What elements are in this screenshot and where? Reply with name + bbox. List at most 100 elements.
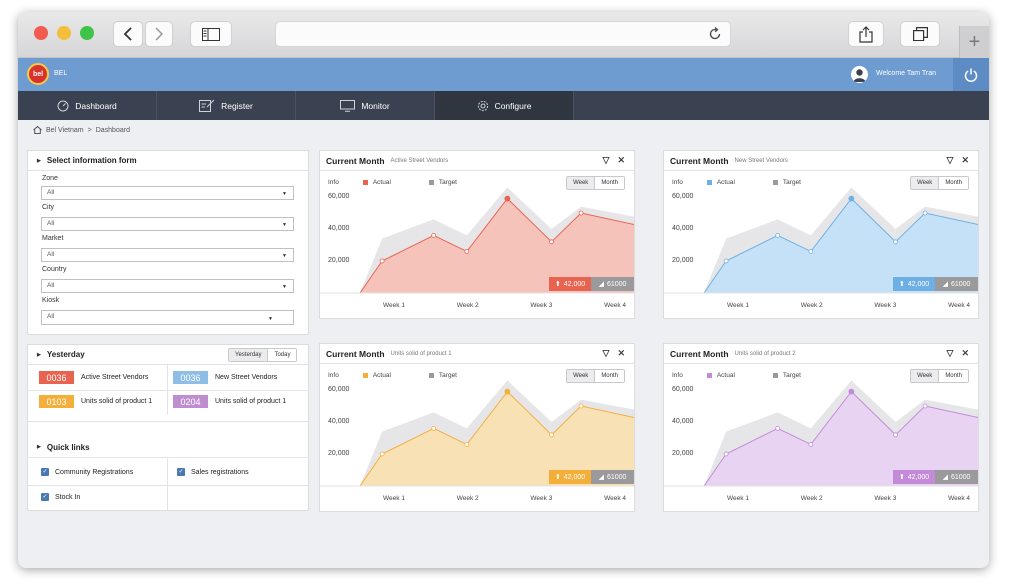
x-tick-label: Week 3 xyxy=(530,302,553,309)
month-toggle-button[interactable]: Month xyxy=(595,177,624,189)
actual-swatch xyxy=(362,373,368,378)
actual-line xyxy=(703,390,978,487)
forward-button[interactable] xyxy=(145,21,173,47)
target-stat-value: 61000 xyxy=(606,280,627,288)
minimize-window-button[interactable] xyxy=(57,26,71,40)
back-button[interactable] xyxy=(113,21,143,47)
x-tick-label: Week 4 xyxy=(604,495,626,502)
actual-swatch xyxy=(706,180,712,185)
filter-icon[interactable]: ▽ xyxy=(946,348,954,358)
data-point[interactable] xyxy=(504,195,511,202)
nav-configure[interactable]: Configure xyxy=(435,91,574,120)
data-point[interactable] xyxy=(808,249,814,254)
month-toggle-button[interactable]: Month xyxy=(939,177,968,189)
chart-title: Current Month xyxy=(670,348,729,359)
data-point[interactable] xyxy=(549,239,554,245)
close-icon[interactable]: ✕ xyxy=(617,348,625,358)
data-point[interactable] xyxy=(848,388,855,395)
data-point[interactable] xyxy=(578,403,584,409)
city-select[interactable]: All ▼ xyxy=(41,217,294,231)
address-bar[interactable] xyxy=(275,21,731,47)
market-select[interactable]: All ▼ xyxy=(41,248,294,262)
data-point[interactable] xyxy=(848,195,855,202)
nav-register[interactable]: Register xyxy=(157,91,296,120)
yesterday-toggle-button[interactable]: Yesterday xyxy=(229,349,269,361)
zone-value: All xyxy=(47,189,55,196)
data-point[interactable] xyxy=(549,432,554,438)
cell-label: Units solid of product 1 xyxy=(215,398,287,405)
logout-button[interactable] xyxy=(953,58,989,91)
nav-monitor[interactable]: Monitor xyxy=(296,91,435,120)
city-label: City xyxy=(42,204,55,211)
checkbox-checked-icon[interactable]: ✓ xyxy=(41,493,49,501)
x-tick-label: Week 4 xyxy=(604,302,626,309)
data-point[interactable] xyxy=(578,210,584,216)
checkbox-checked-icon[interactable]: ✓ xyxy=(177,468,185,476)
legend-actual: Actual xyxy=(372,372,391,379)
close-icon[interactable]: ✕ xyxy=(961,155,969,165)
today-toggle-button[interactable]: Today xyxy=(268,349,297,361)
data-point[interactable] xyxy=(893,432,898,438)
share-button[interactable] xyxy=(848,21,884,47)
legend-target: Target xyxy=(782,179,801,186)
chart-header: Current Month Units solid of product 1 ▽… xyxy=(320,344,634,364)
data-point[interactable] xyxy=(922,210,928,216)
info-label: Info xyxy=(328,179,339,186)
data-point[interactable] xyxy=(504,388,511,395)
signal-icon: ◢ xyxy=(598,281,604,288)
data-point[interactable] xyxy=(464,442,470,447)
country-select[interactable]: All ▼ xyxy=(41,279,294,293)
data-point[interactable] xyxy=(775,426,781,431)
zone-select[interactable]: All ▼ xyxy=(41,186,294,200)
filter-icon[interactable]: ▽ xyxy=(602,155,610,165)
yesterday-panel-header[interactable]: ▶ Yesterday xyxy=(28,345,308,365)
filter-panel-header[interactable]: ▶ Select information form xyxy=(28,151,308,171)
sidebar-toggle-button[interactable] xyxy=(190,21,232,47)
area-chart xyxy=(664,187,978,294)
bel-logo[interactable]: bel xyxy=(27,63,49,85)
data-point[interactable] xyxy=(431,233,437,238)
quicklinks-header[interactable]: ▶ Quick links xyxy=(28,437,308,458)
data-point[interactable] xyxy=(922,403,928,409)
chart-header: Current Month Units solid of product 2 ▽… xyxy=(664,344,978,364)
data-point[interactable] xyxy=(464,249,470,254)
data-point[interactable] xyxy=(893,239,898,245)
data-point[interactable] xyxy=(723,258,729,264)
data-point[interactable] xyxy=(775,233,781,238)
filter-icon[interactable]: ▽ xyxy=(602,348,610,358)
market-label: Market xyxy=(42,235,64,242)
data-point[interactable] xyxy=(431,426,437,431)
chart-panel: Current Month Active Street Vendors ▽ ✕ … xyxy=(319,150,635,319)
data-point[interactable] xyxy=(808,442,814,447)
filter-icon[interactable]: ▽ xyxy=(946,155,954,165)
avatar[interactable] xyxy=(851,66,868,83)
breadcrumb-home[interactable]: Bel Vietnam xyxy=(46,126,84,134)
quicklink-sales-registrations[interactable]: ✓ Sales registrations xyxy=(177,468,249,476)
maximize-window-button[interactable] xyxy=(80,26,94,40)
actual-area xyxy=(704,391,978,486)
close-window-button[interactable] xyxy=(34,26,48,40)
week-toggle-button[interactable]: Week xyxy=(911,370,940,382)
quicklink-community-registrations[interactable]: ✓ Community Registrations xyxy=(41,468,133,476)
week-toggle-button[interactable]: Week xyxy=(567,370,596,382)
data-point[interactable] xyxy=(379,258,385,264)
nav-dashboard[interactable]: Dashboard xyxy=(18,91,157,120)
kiosk-select[interactable]: All ▼ xyxy=(41,310,294,325)
close-icon[interactable]: ✕ xyxy=(961,348,969,358)
data-point[interactable] xyxy=(379,451,385,457)
data-point[interactable] xyxy=(723,451,729,457)
arrow-up-icon: ⬆ xyxy=(898,474,905,481)
month-toggle-button[interactable]: Month xyxy=(939,370,968,382)
week-toggle-button[interactable]: Week xyxy=(567,177,596,189)
close-icon[interactable]: ✕ xyxy=(617,155,625,165)
yesterday-grid: 0036 Active Street Vendors 0036 New Stre… xyxy=(28,365,308,415)
month-toggle-button[interactable]: Month xyxy=(595,370,624,382)
new-tab-button[interactable]: + xyxy=(959,26,989,58)
week-toggle-button[interactable]: Week xyxy=(911,177,940,189)
home-icon[interactable] xyxy=(33,126,42,134)
tabs-overview-button[interactable] xyxy=(900,21,940,47)
reload-icon[interactable] xyxy=(708,27,722,41)
legend-actual: Actual xyxy=(716,372,735,379)
checkbox-checked-icon[interactable]: ✓ xyxy=(41,468,49,476)
quicklink-stock-in[interactable]: ✓ Stock In xyxy=(41,493,80,501)
